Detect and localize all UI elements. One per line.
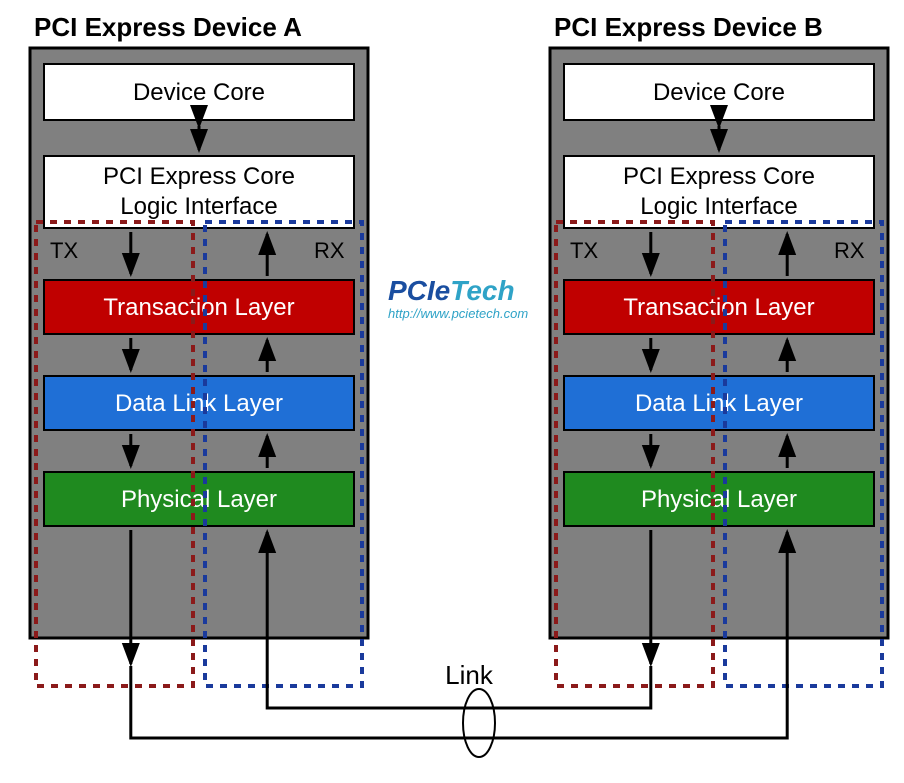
link-label: Link bbox=[445, 660, 494, 690]
layer-label-1: Data Link Layer bbox=[635, 390, 803, 417]
logic-interface-label: PCI Express Core bbox=[623, 163, 815, 190]
tx-label: TX bbox=[570, 238, 598, 263]
tx-label: TX bbox=[50, 238, 78, 263]
logic-interface-label: Logic Interface bbox=[640, 193, 797, 220]
layer-label-2: Physical Layer bbox=[641, 486, 797, 513]
layer-label-1: Data Link Layer bbox=[115, 390, 283, 417]
rx-label: RX bbox=[834, 238, 865, 263]
device-core-label: Device Core bbox=[653, 79, 785, 106]
layer-label-0: Transaction Layer bbox=[103, 294, 294, 321]
rx-label: RX bbox=[314, 238, 345, 263]
logo: PCIeTechhttp://www.pcietech.com bbox=[388, 275, 528, 321]
logic-interface-label: Logic Interface bbox=[120, 193, 277, 220]
layer-label-2: Physical Layer bbox=[121, 486, 277, 513]
link: Link bbox=[131, 660, 787, 757]
svg-text:http://www.pcietech.com: http://www.pcietech.com bbox=[388, 306, 528, 321]
svg-text:PCIeTech: PCIeTech bbox=[388, 275, 515, 306]
device-title: PCI Express Device B bbox=[554, 12, 823, 42]
device-a: PCI Express Device A Device Core PCI Expre… bbox=[30, 12, 368, 686]
device-title: PCI Express Device A bbox=[34, 12, 302, 42]
device-b: PCI Express Device B Device Core PCI Expre… bbox=[550, 12, 888, 686]
layer-label-0: Transaction Layer bbox=[623, 294, 814, 321]
logic-interface-label: PCI Express Core bbox=[103, 163, 295, 190]
device-core-label: Device Core bbox=[133, 79, 265, 106]
